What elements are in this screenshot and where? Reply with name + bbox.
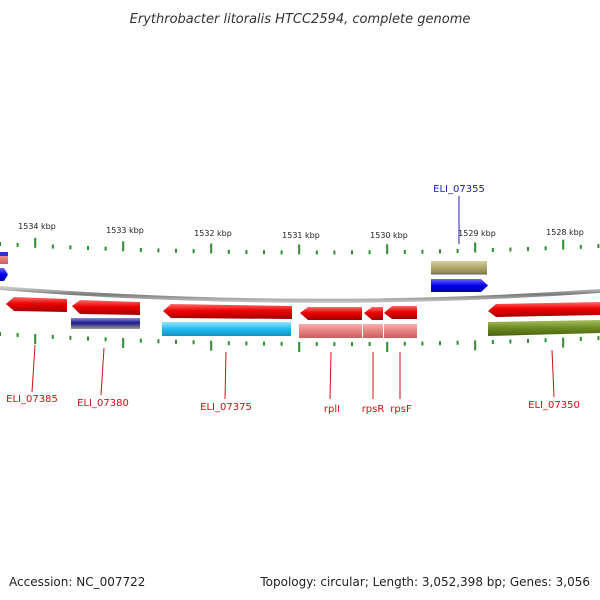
scale-label: 1531 kbp — [282, 231, 320, 240]
gene-label-rpsf[interactable]: rpsF — [390, 404, 412, 415]
scale-label: 1533 kbp — [106, 226, 144, 235]
gene-label-rpli[interactable]: rplI — [324, 404, 340, 415]
gene-track-navy[interactable] — [71, 318, 140, 329]
gene-label-eli-07385[interactable]: ELI_07385 — [6, 394, 58, 405]
gene-feature-eli-07350[interactable] — [488, 302, 600, 317]
accession-text: Accession: NC_007722 — [9, 575, 145, 589]
gene-feature-left-edge-stripe-blue — [0, 252, 8, 256]
genome-backbone — [0, 286, 600, 303]
scale-label: 1534 kbp — [18, 222, 56, 231]
lower-scale-ruler — [0, 332, 600, 352]
gene-feature-khaki[interactable] — [431, 261, 487, 274]
gene-track-olive[interactable] — [488, 320, 600, 336]
scale-label: 1532 kbp — [194, 229, 232, 238]
leader-line — [31, 344, 36, 393]
gene-label-eli-07380[interactable]: ELI_07380 — [77, 398, 129, 409]
gene-feature-left-edge-blue[interactable] — [0, 268, 8, 281]
gene-label-eli-07350[interactable]: ELI_07350 — [528, 400, 580, 411]
gene-feature-eli-07380[interactable] — [72, 300, 140, 315]
leader-line — [551, 349, 555, 398]
map-title: Erythrobacter litoralis HTCC2594, comple… — [130, 12, 471, 27]
leader-line — [224, 351, 227, 400]
gene-track-cyan[interactable] — [162, 322, 291, 336]
scale-labels: 1534 kbp 1533 kbp 1532 kbp 1531 kbp 1530… — [18, 222, 584, 240]
gene-label-rpsr[interactable]: rpsR — [362, 404, 385, 415]
gene-label-eli-07375[interactable]: ELI_07375 — [200, 402, 252, 413]
leader-line — [329, 351, 332, 400]
gene-feature-rpli[interactable] — [300, 307, 362, 320]
scale-label: 1528 kbp — [546, 228, 584, 237]
gene-feature-eli-07375[interactable] — [163, 304, 292, 319]
upper-scale-ruler — [0, 237, 600, 255]
gene-feature-eli-07355[interactable] — [431, 279, 488, 292]
scale-label: 1530 kbp — [370, 231, 408, 240]
gene-track-pink-rpsr[interactable] — [363, 324, 383, 338]
genome-summary-text: Topology: circular; Length: 3,052,398 bp… — [259, 575, 590, 589]
gene-track-pink-rpli[interactable] — [299, 324, 362, 338]
scale-label: 1529 kbp — [458, 229, 496, 238]
gene-feature-left-edge-stripe — [0, 252, 8, 264]
label-leaders — [31, 196, 555, 400]
gene-feature-rpsr[interactable] — [364, 307, 383, 320]
leader-line — [100, 347, 105, 396]
gene-feature-eli-07385[interactable] — [6, 297, 67, 312]
gene-feature-rpsf[interactable] — [384, 306, 417, 319]
gene-label-eli-07355[interactable]: ELI_07355 — [433, 184, 485, 195]
gene-track-pink-rpsf[interactable] — [384, 324, 417, 338]
